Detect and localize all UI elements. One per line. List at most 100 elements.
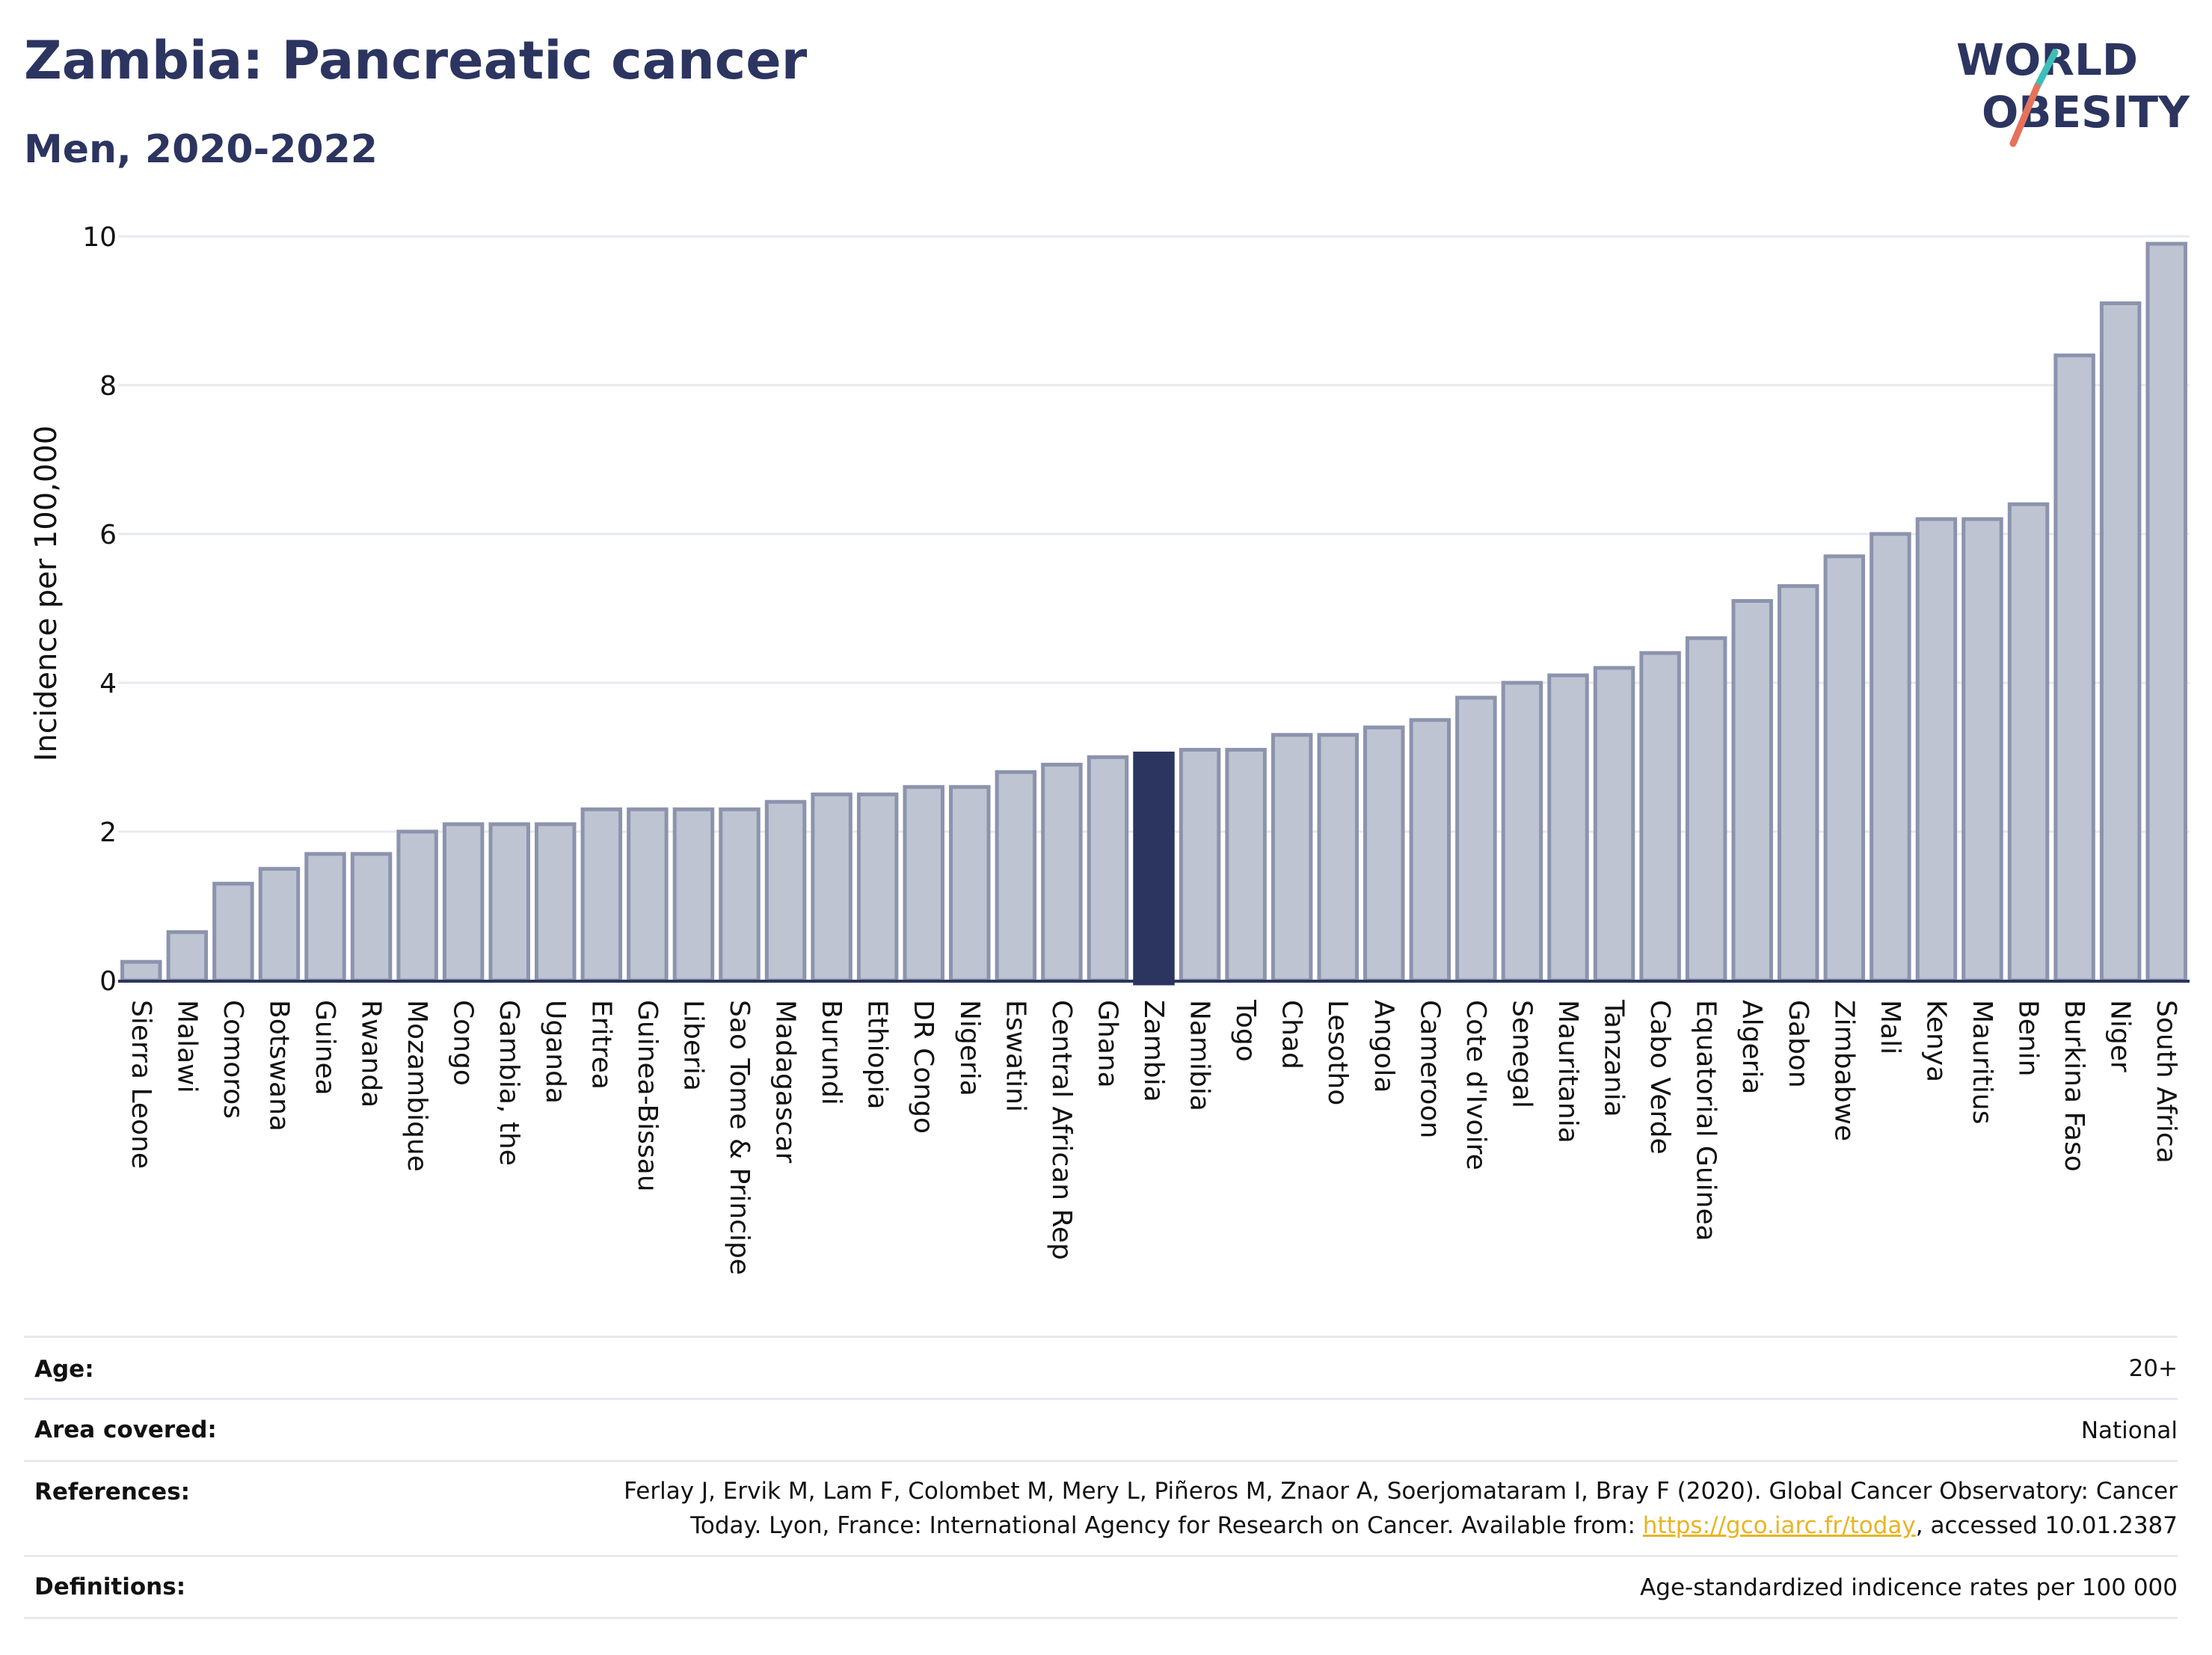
bar-tanzania [1593,666,1635,983]
bar-comoros [212,882,254,983]
bar-dr-congo [903,784,944,983]
x-tick-label-angola: Angola [1368,1000,1399,1093]
x-tick-label-south-africa: South Africa [2151,1000,2181,1164]
bar-zimbabwe [1823,554,1866,983]
references-accessed: , accessed 10.01.2387 [1915,1512,2178,1539]
bar-uganda [535,822,577,983]
references-value: Ferlay J, Ervik M, Lam F, Colombet M, Me… [624,1474,2178,1543]
bar-equatorial-guinea [1685,636,1727,983]
x-tick-label-ghana: Ghana [1092,1000,1122,1088]
chart-subtitle: Men, 2020-2022 [24,127,378,172]
references-label: References: [34,1479,191,1505]
bar-angola [1363,725,1405,983]
x-tick-label-equatorial-guinea: Equatorial Guinea [1691,1000,1721,1241]
bar-zambia [1133,752,1175,986]
bar-mauritania [1547,673,1589,983]
bar-eritrea [580,807,623,983]
bar-kenya [1915,517,1958,983]
x-tick-label-sierra-leone: Sierra Leone [126,1000,156,1169]
x-tick-label-mauritius: Mauritius [1967,1000,1997,1124]
bar-algeria [1731,599,1773,983]
x-tick-label-sao-tome-principe: Sao Tome & Principe [724,1000,755,1275]
x-tick-label-lesotho: Lesotho [1322,1000,1353,1105]
references-link[interactable]: https://gco.iarc.fr/today [1642,1512,1916,1539]
x-tick-label-algeria: Algeria [1736,1000,1767,1095]
x-tick-label-mauritania: Mauritania [1552,1000,1583,1143]
x-tick-label-central-african-rep: Central African Rep [1046,1000,1077,1260]
y-tick-label-2: 2 [99,817,117,848]
bar-cameroon [1409,718,1451,983]
x-tick-label-niger: Niger [2105,1000,2136,1072]
bar-cote-d-ivoire [1455,696,1497,983]
bar-madagascar [764,799,807,983]
x-tick-label-congo: Congo [448,1000,479,1086]
bar-guinea-bissau [627,807,669,983]
bar-lesotho [1317,733,1359,983]
area-label: Area covered: [34,1416,217,1443]
bar-ghana [1087,755,1129,983]
x-tick-label-kenya: Kenya [1920,1000,1951,1082]
bar-gambia-the [488,822,530,983]
bar-eswatini [995,770,1037,983]
bar-niger [2099,301,2142,983]
x-tick-label-tanzania: Tanzania [1599,999,1629,1117]
y-axis-label: Incidence per 100,000 [29,426,64,762]
x-tick-label-uganda: Uganda [540,1000,571,1104]
x-tick-label-namibia: Namibia [1185,1000,1215,1111]
x-tick-label-burkina-faso: Burkina Faso [2059,1000,2089,1172]
x-tick-label-mozambique: Mozambique [402,1000,432,1172]
x-tick-label-guinea-bissau: Guinea-Bissau [632,1000,663,1192]
bar-namibia [1179,748,1221,983]
x-tick-label-eswatini: Eswatini [1000,1000,1030,1112]
x-tick-label-rwanda: Rwanda [356,1000,387,1108]
bar-south-africa [2145,242,2187,983]
bar-malawi [166,930,209,983]
bar-mozambique [396,829,438,983]
x-tick-label-nigeria: Nigeria [954,1000,985,1096]
meta-row-definitions: Definitions: Age-standardized indicence … [24,1557,2178,1619]
y-tick-label-6: 6 [99,520,117,550]
bar-nigeria [949,784,991,983]
meta-row-age: Age: 20+ [24,1338,2178,1400]
bar-burkina-faso [2053,353,2095,983]
bar-mauritius [1961,517,2003,983]
x-tick-label-chad: Chad [1276,1000,1307,1069]
x-tick-label-malawi: Malawi [171,1000,202,1093]
bar-rwanda [350,852,393,983]
bar-guinea [304,852,346,983]
logo-slash-red [2009,83,2041,147]
bar-sao-tome-principe [719,807,761,983]
bar-togo [1225,748,1267,983]
x-tick-label-togo: Togo [1230,999,1261,1062]
x-tick-label-botswana: Botswana [263,1000,294,1132]
bar-senegal [1501,681,1543,983]
area-value: National [2080,1417,2178,1444]
bar-burundi [811,792,852,983]
bar-chad [1271,733,1313,983]
bar-gabon [1778,584,1819,983]
x-tick-label-guinea: Guinea [310,1000,340,1096]
x-tick-label-mali: Mali [1875,1000,1905,1054]
x-tick-label-liberia: Liberia [678,1000,708,1091]
references-line-1: Ferlay J, Ervik M, Lam F, Colombet M, Me… [624,1478,2178,1505]
x-tick-label-eritrea: Eritrea [586,1000,616,1090]
bar-central-african-rep [1041,762,1083,983]
references-line-2: Today. Lyon, France: International Agenc… [624,1508,2178,1543]
world-obesity-logo: WORLD OBESITY [1956,39,2190,147]
age-value: 20+ [2128,1355,2178,1382]
x-tick-label-dr-congo: DR Congo [908,1000,938,1134]
age-label: Age: [34,1356,94,1383]
meta-row-area: Area covered: National [24,1400,2178,1462]
x-tick-label-zambia: Zambia [1138,1000,1169,1102]
bar-botswana [258,867,301,983]
x-tick-label-zimbabwe: Zimbabwe [1828,1000,1859,1141]
y-tick-label-10: 10 [82,222,117,253]
y-tick-label-8: 8 [99,371,117,402]
y-tick-label-0: 0 [99,966,117,997]
metadata-table: Age: 20+ Area covered: National Referenc… [24,1336,2178,1637]
x-tick-label-comoros: Comoros [218,1000,248,1119]
chart-title: Zambia: Pancreatic cancer [24,30,808,91]
x-tick-label-burundi: Burundi [816,1000,847,1105]
x-tick-label-madagascar: Madagascar [770,1000,801,1164]
references-text: Today. Lyon, France: International Agenc… [690,1512,1643,1539]
